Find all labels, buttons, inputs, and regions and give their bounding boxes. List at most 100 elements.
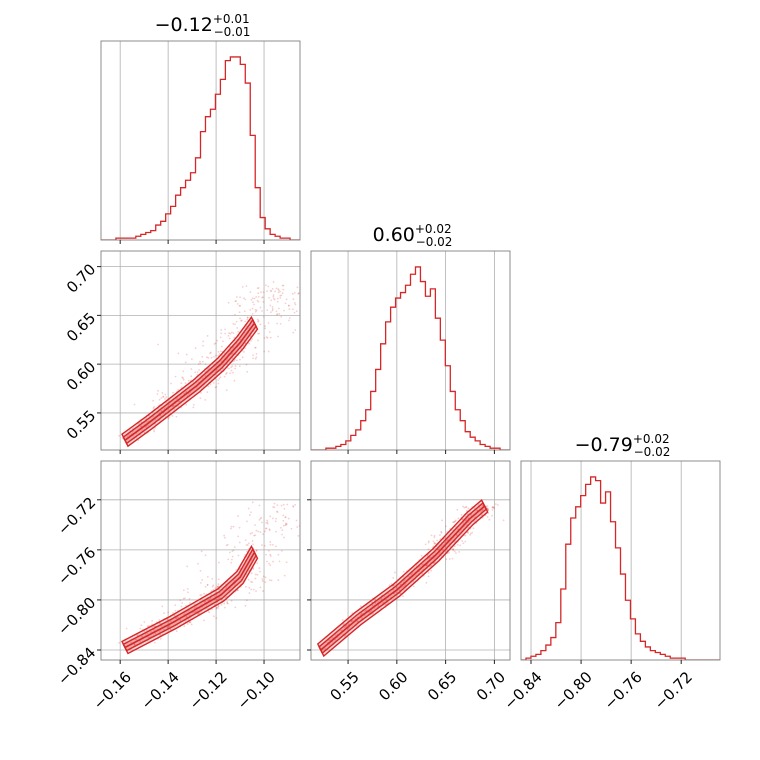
- scatter-point: [268, 528, 271, 531]
- y-tick-label: −0.76: [54, 543, 99, 588]
- scatter-point: [287, 517, 290, 520]
- scatter-point: [253, 297, 256, 300]
- scatter-point: [202, 344, 205, 347]
- scatter-point: [230, 331, 233, 334]
- scatter-point: [466, 513, 469, 515]
- scatter-point: [465, 505, 468, 508]
- scatter-point: [231, 352, 234, 355]
- scatter-point: [439, 534, 441, 537]
- scatter-point: [385, 599, 387, 602]
- scatter-point: [463, 506, 466, 509]
- scatter-point: [276, 511, 279, 513]
- scatter-point: [275, 510, 278, 513]
- scatter-point: [248, 586, 251, 589]
- scatter-point: [219, 369, 222, 372]
- scatter-point: [440, 530, 443, 533]
- scatter-point: [438, 547, 441, 550]
- scatter-point: [217, 607, 220, 609]
- scatter-point: [487, 507, 489, 510]
- scatter-point: [392, 577, 395, 579]
- scatter-point: [225, 389, 228, 392]
- scatter-point: [259, 323, 262, 326]
- scatter-point: [257, 530, 260, 533]
- scatter-point: [405, 587, 407, 590]
- scatter-point: [469, 532, 472, 535]
- histogram-2: [521, 476, 720, 660]
- scatter-point: [257, 295, 260, 298]
- scatter-point: [145, 629, 148, 632]
- scatter-point: [133, 403, 136, 406]
- scatter-point: [421, 572, 424, 575]
- scatter-point: [153, 429, 155, 431]
- scatter-point: [229, 372, 232, 375]
- scatter-point: [160, 409, 163, 412]
- scatter-point: [236, 589, 239, 591]
- scatter-point: [268, 331, 271, 333]
- scatter-point: [271, 306, 274, 308]
- scatter-point: [237, 554, 240, 557]
- scatter-point: [319, 512, 321, 514]
- x-tick-label: −0.72: [651, 668, 696, 713]
- scatter-point: [440, 555, 443, 557]
- scatter-point: [394, 571, 396, 574]
- scatter-point: [135, 638, 138, 641]
- scatter-point: [218, 353, 221, 355]
- scatter-point: [323, 524, 325, 526]
- scatter-point: [206, 575, 209, 578]
- scatter-point: [231, 550, 234, 553]
- scatter-point: [182, 378, 185, 381]
- scatter-point: [401, 585, 404, 588]
- scatter-point: [157, 343, 159, 346]
- scatter-point: [453, 521, 455, 524]
- scatter-point: [287, 304, 290, 307]
- scatter-point: [427, 571, 430, 574]
- scatter-point: [275, 517, 277, 520]
- scatter-point: [185, 403, 188, 406]
- scatter-point: [174, 609, 177, 612]
- scatter-point: [214, 587, 217, 590]
- scatter-point: [243, 297, 245, 300]
- scatter-point: [272, 295, 275, 298]
- data-layer: [101, 56, 720, 660]
- scatter-point: [206, 335, 209, 337]
- scatter-point: [217, 585, 220, 588]
- scatter-point: [288, 308, 291, 311]
- scatter-point: [285, 298, 288, 301]
- y-tick-label: −0.84: [54, 644, 99, 689]
- scatter-point: [140, 636, 143, 638]
- scatter-point: [238, 358, 241, 361]
- scatter-point: [126, 435, 129, 437]
- scatter-point: [410, 573, 413, 575]
- scatter-point: [194, 347, 197, 350]
- scatter-point: [250, 298, 253, 301]
- scatter-point: [259, 586, 262, 589]
- scatter-point: [269, 515, 272, 518]
- scatter-point: [452, 549, 454, 551]
- scatter-point: [147, 625, 150, 628]
- scatter-point: [288, 319, 290, 322]
- scatter-point: [206, 356, 208, 359]
- scatter-point: [303, 527, 305, 529]
- scatter-point: [233, 546, 236, 549]
- scatter-point: [402, 595, 404, 598]
- scatter-point: [369, 611, 372, 613]
- scatter-point: [249, 291, 252, 293]
- scatter-point: [186, 587, 189, 590]
- scatter-point: [421, 563, 424, 566]
- scatter-point: [207, 385, 210, 388]
- scatter-point: [395, 586, 398, 589]
- scatter-point: [161, 392, 164, 394]
- scatter-point: [286, 503, 289, 506]
- scatter-point: [225, 544, 228, 547]
- scatter-point: [152, 399, 155, 402]
- scatter-point: [271, 309, 274, 312]
- scatter-point: [254, 534, 257, 537]
- scatter-point: [267, 285, 270, 288]
- scatter-point: [241, 356, 244, 359]
- scatter-point: [210, 356, 213, 359]
- scatter-point: [412, 585, 415, 588]
- scatter-point: [207, 368, 210, 370]
- scatter-point: [251, 581, 254, 584]
- scatter-point: [244, 539, 247, 542]
- scatter-point: [251, 312, 254, 315]
